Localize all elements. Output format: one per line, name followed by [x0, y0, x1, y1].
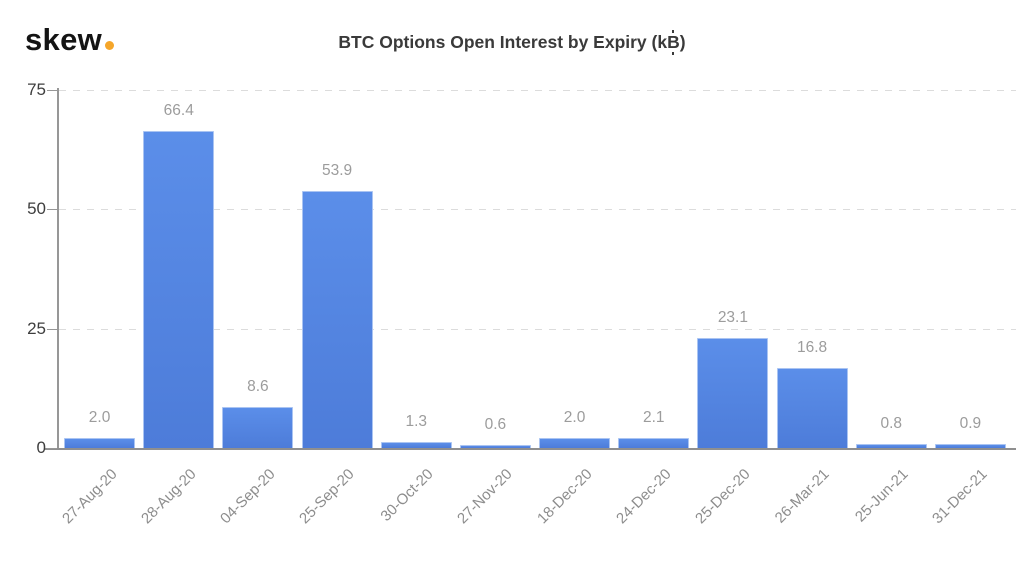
- bar-value-label: 16.8: [796, 338, 828, 356]
- bar-value-label: 2.1: [642, 408, 665, 426]
- bar-value-label: 2.0: [88, 409, 111, 427]
- y-axis-label: 50: [27, 199, 46, 219]
- bar: [776, 367, 848, 448]
- brand-logo-dot-icon: [105, 41, 115, 50]
- y-axis-tick: [47, 448, 57, 449]
- chart-title: BTC Options Open Interest by Expiry (kB): [338, 30, 686, 55]
- bar-value-label: 8.6: [247, 377, 269, 395]
- gridline: [59, 209, 1016, 211]
- gridline: [59, 328, 1016, 330]
- bar-value-label: 23.1: [717, 308, 748, 326]
- bar-value-label: 1.3: [405, 412, 428, 430]
- bar: [934, 443, 1006, 448]
- bar: [143, 131, 215, 448]
- y-axis-tick: [47, 90, 57, 91]
- y-axis-tick: [47, 209, 57, 211]
- x-axis-baseline: [44, 448, 1016, 450]
- brand-logo-text: skew: [25, 22, 103, 57]
- brand-logo: skew: [25, 22, 115, 58]
- bitcoin-symbol: B: [667, 30, 680, 55]
- bar: [301, 190, 373, 448]
- gridline: [59, 90, 1016, 91]
- bar-value-label: 66.4: [163, 102, 194, 120]
- bar: [64, 438, 136, 448]
- bar: [459, 445, 531, 448]
- bar-value-label: 0.8: [880, 415, 903, 433]
- bar: [855, 444, 927, 448]
- bar: [618, 437, 690, 448]
- bar-value-label: 2.0: [563, 409, 586, 427]
- y-axis-label: 0: [36, 438, 46, 457]
- y-axis-label: 75: [27, 80, 46, 99]
- y-axis-label: 25: [27, 318, 46, 338]
- bar-value-label: 0.9: [959, 414, 982, 432]
- bar: [697, 337, 769, 448]
- bar-value-label: 0.6: [484, 416, 507, 434]
- bar: [380, 441, 452, 448]
- bar: [539, 438, 611, 448]
- bar-value-label: 53.9: [321, 161, 353, 179]
- y-axis-line: [57, 88, 59, 449]
- bar: [222, 406, 294, 448]
- y-axis-tick: [47, 328, 57, 330]
